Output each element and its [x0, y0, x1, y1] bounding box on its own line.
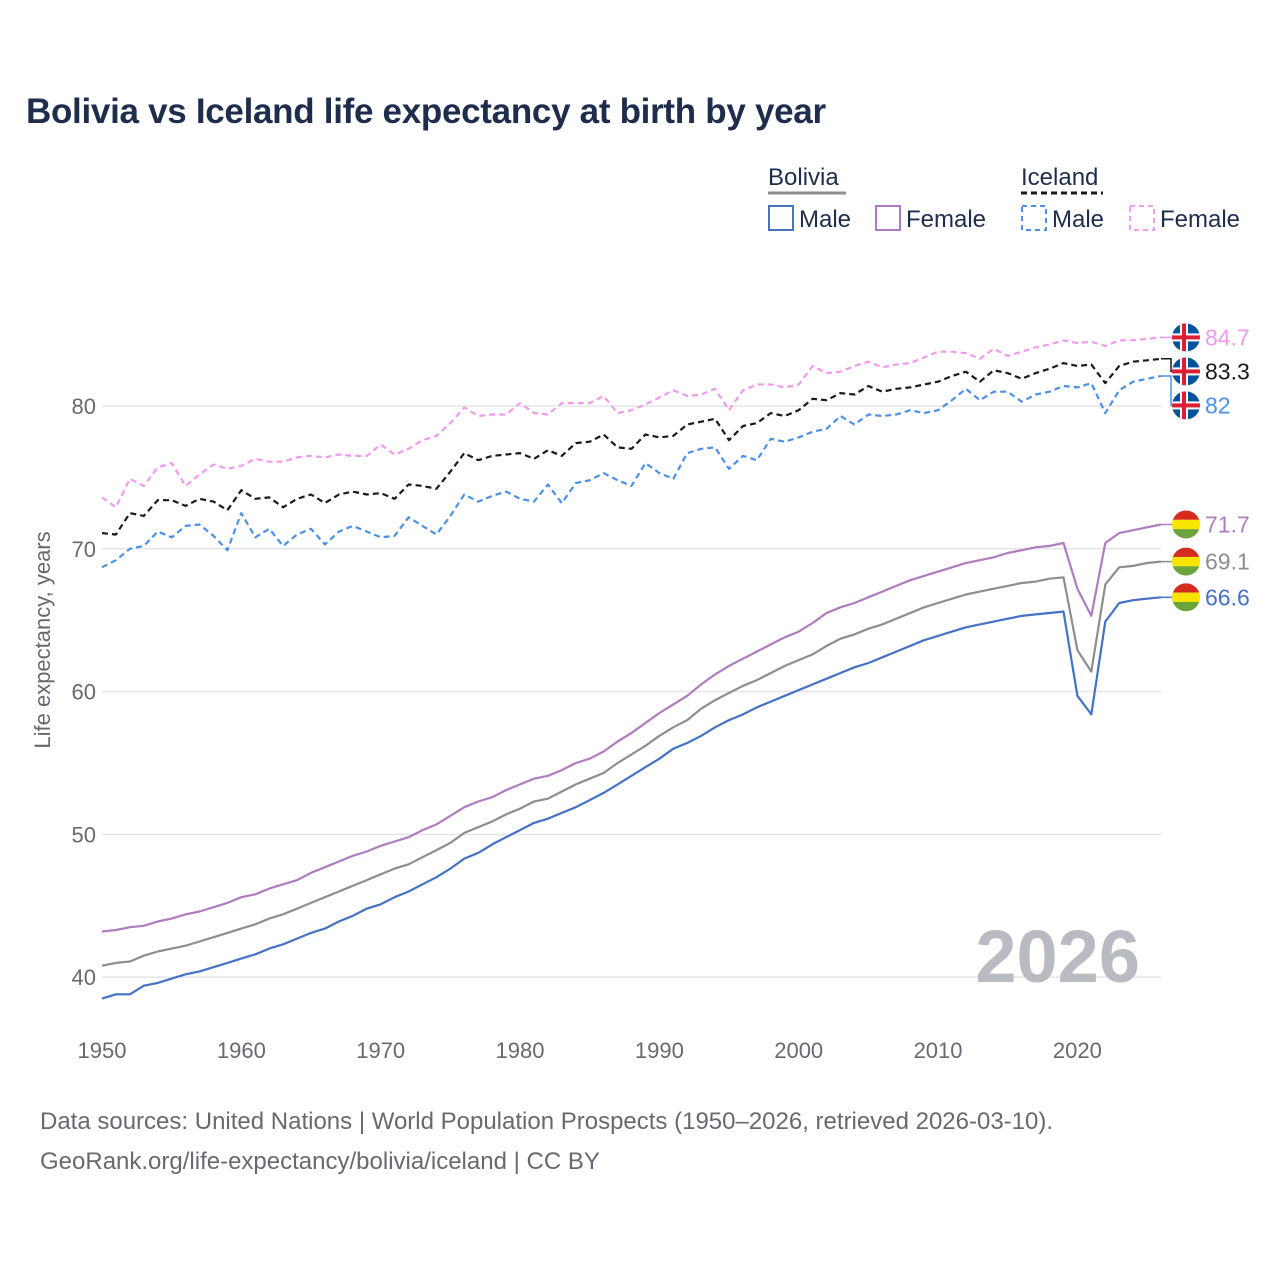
legend-bolivia-male-label: Male [799, 206, 851, 233]
legend-bolivia-title: Bolivia [768, 164, 839, 191]
legend-iceland-female-swatch [1130, 206, 1154, 230]
line-chart: Bolivia Male Female Iceland Male Female … [0, 0, 1280, 1100]
x-tick-label-2020: 2020 [1053, 1038, 1102, 1063]
legend-iceland-male-swatch [1022, 206, 1046, 230]
legend: Bolivia Male Female Iceland Male Female [768, 164, 1240, 233]
series-line-iceland_female [102, 337, 1161, 507]
y-tick-labels: 40 50 60 70 80 [72, 394, 96, 990]
flag-icon-bolivia_male [1172, 583, 1200, 611]
end-label-bolivia_total: 69.1 [1205, 549, 1250, 575]
flag-icon-iceland_female [1172, 323, 1200, 351]
end-label-iceland_female: 84.7 [1205, 324, 1250, 350]
legend-iceland-male-label: Male [1052, 206, 1104, 233]
legend-bolivia-male-swatch [769, 206, 793, 230]
x-tick-label-1960: 1960 [217, 1038, 266, 1063]
flag-icon-bolivia_female [1172, 510, 1200, 538]
y-tick-label-60: 60 [72, 680, 96, 705]
y-axis-label: Life expectancy, years [30, 531, 55, 748]
end-label-iceland_male: 82 [1205, 392, 1231, 418]
y-tick-label-80: 80 [72, 394, 96, 419]
x-tick-label-1990: 1990 [635, 1038, 684, 1063]
x-tick-label-2000: 2000 [774, 1038, 823, 1063]
source-link[interactable]: GeoRank.org/life-expectancy/bolivia/icel… [40, 1148, 600, 1176]
legend-iceland-female-label: Female [1160, 206, 1240, 233]
series-line-bolivia_female [102, 525, 1161, 932]
flag-icon-iceland_male [1172, 391, 1200, 419]
end-labels: 84.7 83.3 82 71.7 69.1 66.6 [1161, 323, 1250, 611]
y-tick-label-40: 40 [72, 965, 96, 990]
flag-icon-iceland_total [1172, 357, 1200, 385]
x-tick-label-1980: 1980 [496, 1038, 545, 1063]
end-label-bolivia_female: 71.7 [1205, 511, 1250, 537]
year-watermark: 2026 [975, 915, 1140, 998]
x-tick-labels: 1950 1960 1970 1980 1990 2000 2010 2020 [78, 1038, 1102, 1063]
series-line-iceland_male [102, 376, 1161, 567]
series-line-bolivia_total [102, 562, 1161, 966]
legend-bolivia-female-label: Female [906, 206, 986, 233]
x-tick-label-1950: 1950 [78, 1038, 127, 1063]
x-tick-label-1970: 1970 [356, 1038, 405, 1063]
data-sources: Data sources: United Nations | World Pop… [40, 1108, 1053, 1136]
y-tick-label-70: 70 [72, 537, 96, 562]
x-tick-label-2010: 2010 [914, 1038, 963, 1063]
end-label-iceland_total: 83.3 [1205, 358, 1250, 384]
series-line-iceland_total [102, 359, 1161, 535]
end-label-bolivia_male: 66.6 [1205, 584, 1250, 610]
legend-bolivia-female-swatch [876, 206, 900, 230]
flag-icon-bolivia_total [1172, 548, 1200, 576]
y-tick-label-50: 50 [72, 822, 96, 847]
legend-iceland-title: Iceland [1021, 164, 1098, 191]
series-lines [102, 337, 1161, 998]
